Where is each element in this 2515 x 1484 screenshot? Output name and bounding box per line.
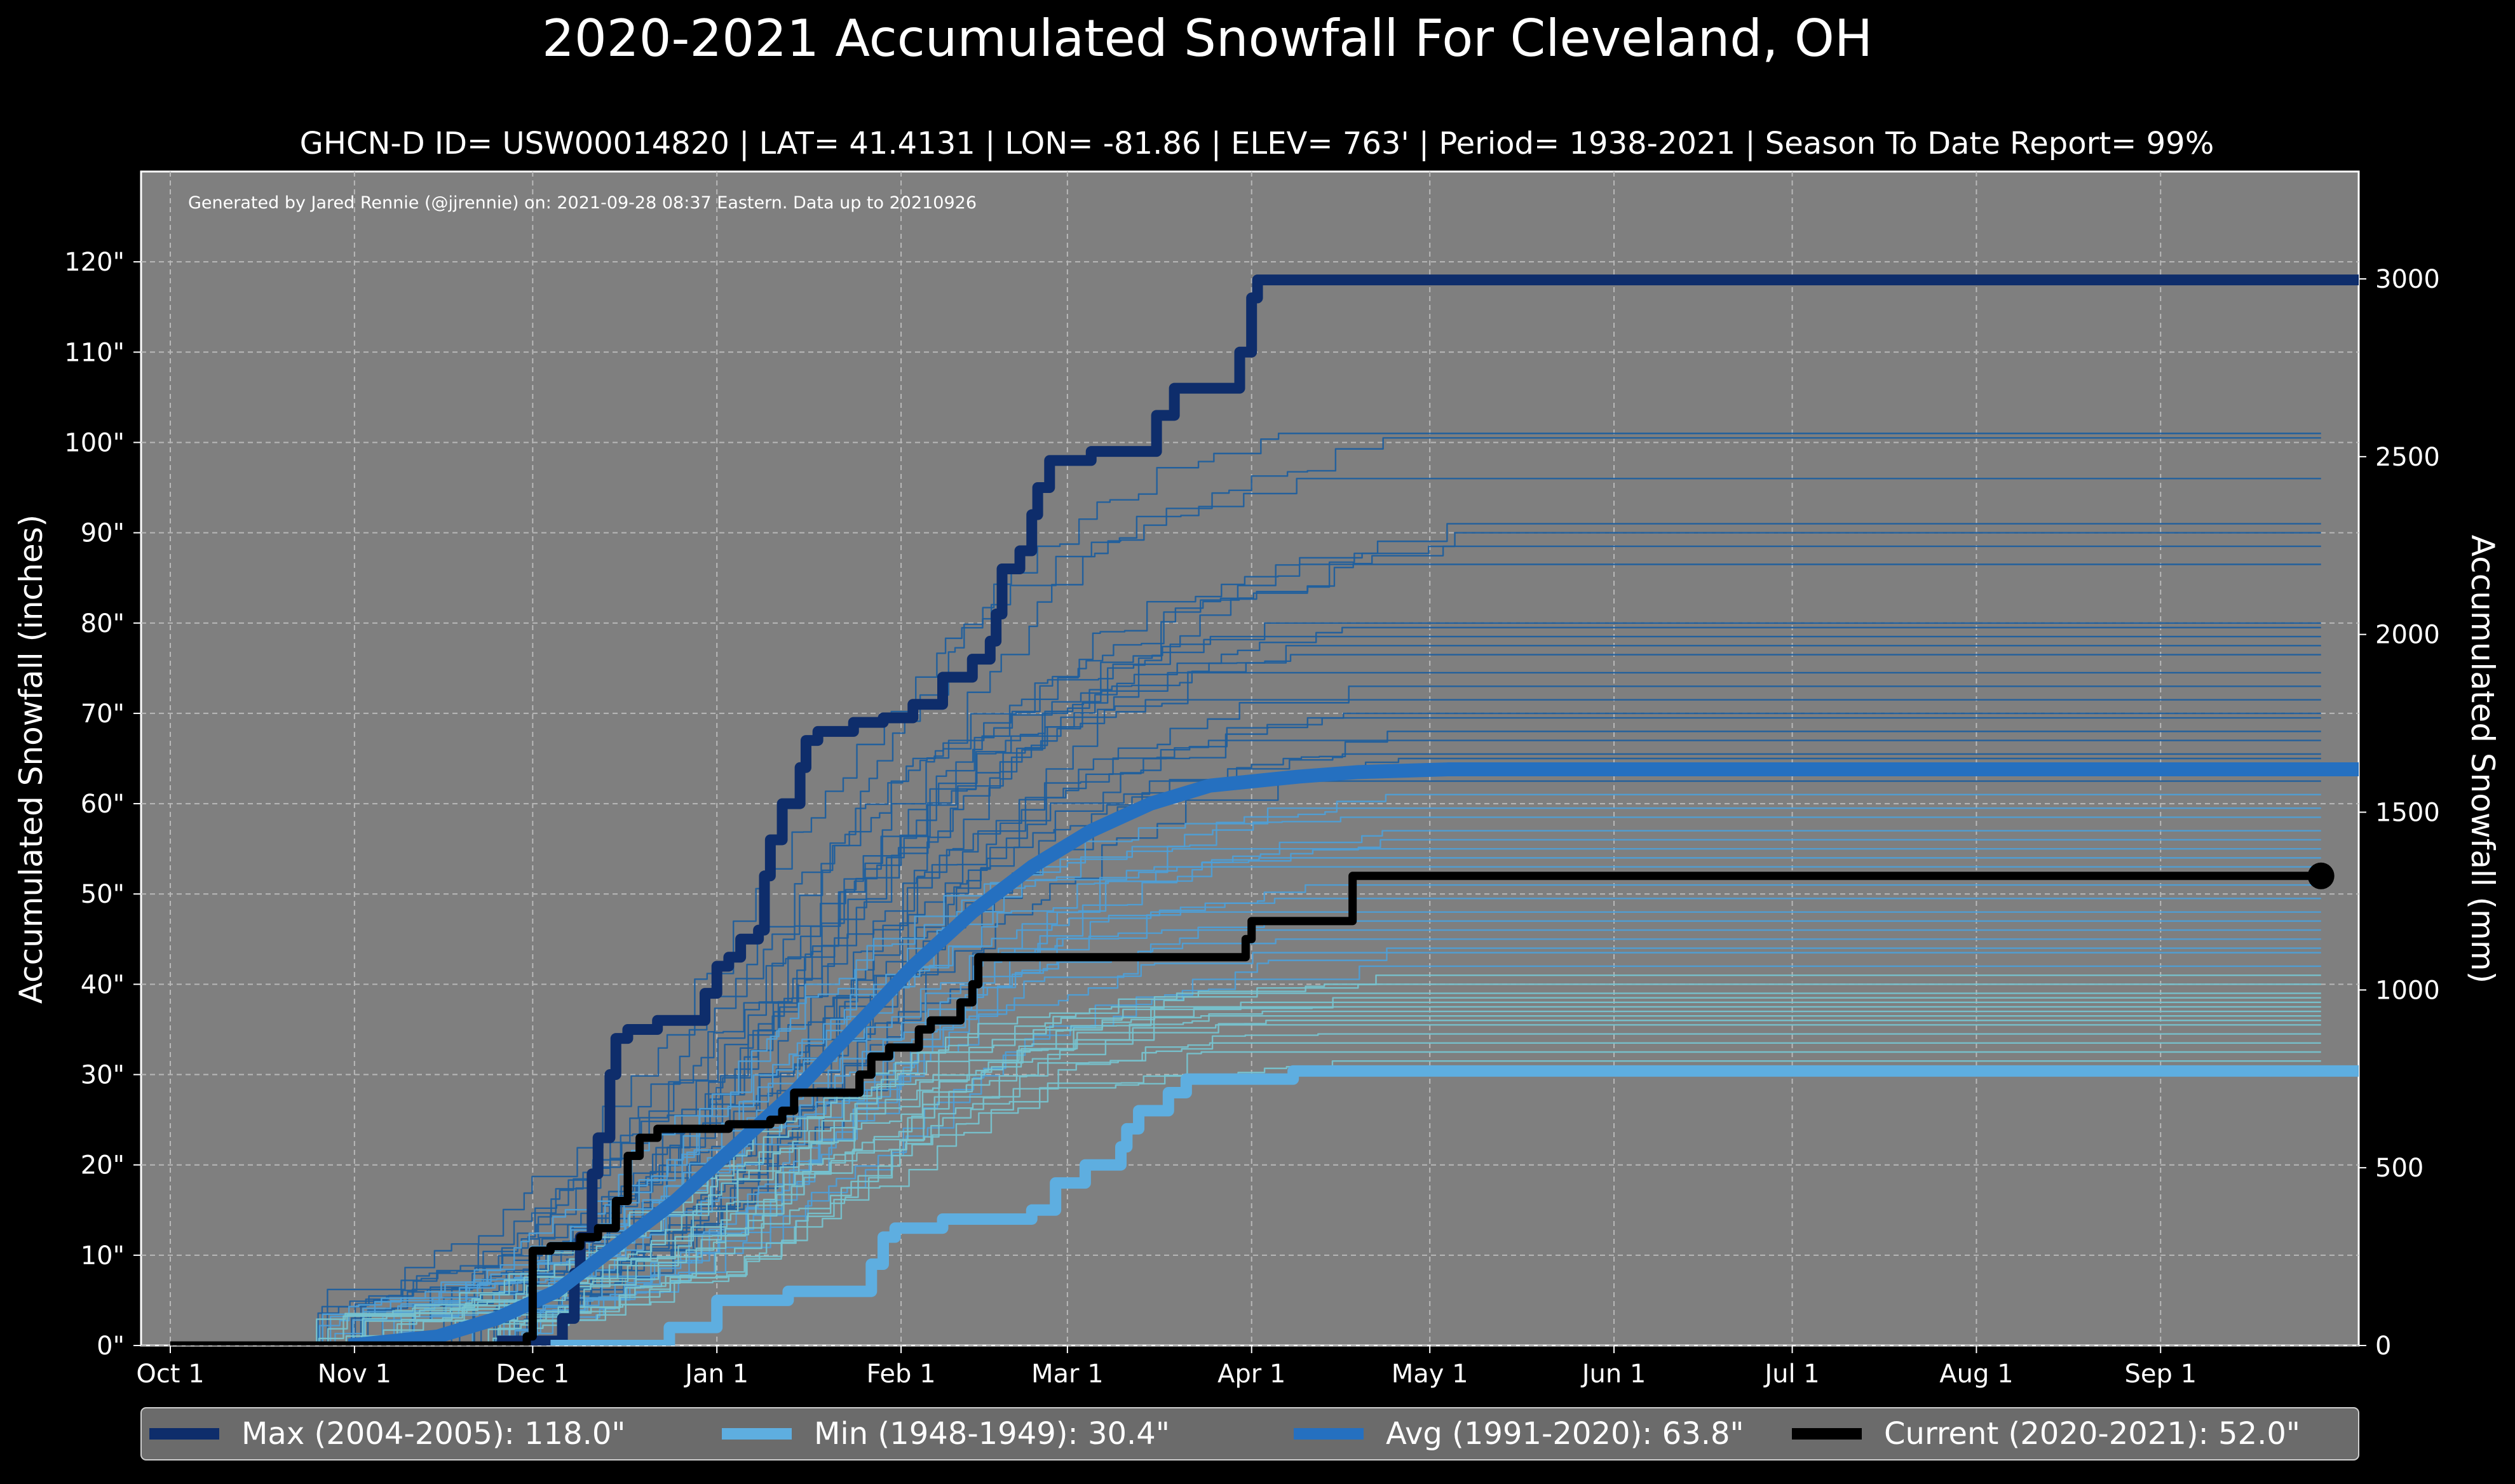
historical-season-line bbox=[170, 478, 2321, 1346]
historical-season-lines bbox=[170, 433, 2321, 1346]
historical-season-line bbox=[170, 816, 2321, 1346]
y-right-tick-label: 2500 bbox=[2375, 443, 2440, 472]
legend-label: Avg (1991-2020): 63.8" bbox=[1386, 1416, 1744, 1452]
chart-subtitle: GHCN-D ID= USW00014820 | LAT= 41.4131 | … bbox=[300, 126, 2214, 161]
historical-season-line bbox=[170, 992, 2321, 1346]
historical-season-line bbox=[170, 731, 2321, 1346]
y-right-tick-label: 3000 bbox=[2375, 265, 2440, 294]
y-axis-left-label: Accumulated Snowfall (inches) bbox=[13, 515, 50, 1004]
x-tick-label: Sep 1 bbox=[2124, 1359, 2197, 1389]
historical-season-line bbox=[170, 1015, 2321, 1346]
y-left-tick-label: 60" bbox=[81, 790, 125, 819]
y-left-tick-label: 120" bbox=[64, 248, 125, 277]
historical-season-line bbox=[170, 712, 2321, 1346]
historical-season-line bbox=[170, 911, 2321, 1346]
y-right-tick-label: 2000 bbox=[2375, 621, 2440, 650]
historical-season-line bbox=[170, 952, 2321, 1346]
historical-season-line bbox=[170, 757, 2321, 1346]
x-tick-label: Jan 1 bbox=[683, 1359, 749, 1389]
historical-season-line bbox=[170, 1024, 2321, 1346]
x-tick-label: Dec 1 bbox=[496, 1359, 570, 1389]
y-left-tick-label: 40" bbox=[81, 970, 125, 999]
y-left-tick-label: 0" bbox=[97, 1332, 125, 1361]
y-axis-right-ticks: 0 500 1000 1500 2000 2500 3000 bbox=[2359, 265, 2440, 1361]
x-tick-label: Oct 1 bbox=[136, 1359, 204, 1389]
legend-label: Max (2004-2005): 118.0" bbox=[241, 1416, 626, 1452]
y-right-tick-label: 500 bbox=[2375, 1154, 2423, 1183]
y-right-tick-label: 1500 bbox=[2375, 799, 2440, 828]
x-tick-label: May 1 bbox=[1392, 1359, 1468, 1389]
historical-season-line bbox=[170, 739, 2321, 1346]
x-tick-label: Aug 1 bbox=[1939, 1359, 2013, 1389]
series-line-avg bbox=[348, 762, 2359, 1346]
x-tick-label: Jul 1 bbox=[1763, 1359, 1819, 1389]
y-axis-right-label: Accumulated Snowfall (mm) bbox=[2464, 535, 2501, 983]
y-left-tick-label: 50" bbox=[81, 880, 125, 909]
y-right-tick-label: 1000 bbox=[2375, 976, 2440, 1005]
y-left-tick-label: 90" bbox=[81, 519, 125, 548]
x-tick-label: Mar 1 bbox=[1031, 1359, 1104, 1389]
chart-title: 2020-2021 Accumulated Snowfall For Cleve… bbox=[542, 9, 1873, 68]
historical-season-line bbox=[170, 1042, 2321, 1346]
historical-season-line bbox=[170, 866, 2321, 1346]
historical-season-line bbox=[170, 671, 2321, 1346]
y-left-tick-label: 30" bbox=[81, 1061, 125, 1090]
historical-season-line bbox=[170, 699, 2321, 1346]
series-line-max bbox=[497, 274, 2359, 1346]
historical-season-line bbox=[170, 947, 2321, 1346]
y-left-tick-label: 100" bbox=[64, 428, 125, 457]
x-tick-label: Apr 1 bbox=[1217, 1359, 1285, 1389]
historical-season-line bbox=[170, 983, 2321, 1346]
y-axis-left-ticks: 0" 10" 20" 30" 40" 50" 60" 70" 80" 90" 100" 110" 120… bbox=[64, 248, 141, 1361]
credit-text: Generated by Jared Rennie (@jjrennie) on… bbox=[188, 193, 977, 213]
historical-season-line bbox=[170, 532, 2321, 1346]
historical-season-line bbox=[170, 626, 2321, 1346]
series-line-current bbox=[170, 872, 2321, 1346]
y-left-tick-label: 10" bbox=[81, 1241, 125, 1271]
x-tick-label: Nov 1 bbox=[318, 1359, 391, 1389]
historical-season-line bbox=[170, 1051, 2321, 1346]
legend-label: Current (2020-2021): 52.0" bbox=[1884, 1416, 2300, 1452]
x-tick-label: Feb 1 bbox=[867, 1359, 936, 1389]
historical-season-line bbox=[170, 1033, 2321, 1346]
y-left-tick-label: 80" bbox=[81, 609, 125, 638]
legend: Max (2004-2005): 118.0" Min (1948-1949): … bbox=[140, 1407, 2359, 1460]
y-left-tick-label: 70" bbox=[81, 699, 125, 729]
historical-season-line bbox=[170, 635, 2321, 1346]
legend-label: Min (1948-1949): 30.4" bbox=[814, 1416, 1170, 1452]
historical-season-line bbox=[170, 1060, 2321, 1346]
x-tick-label: Jun 1 bbox=[1580, 1359, 1646, 1389]
historical-season-line bbox=[170, 1020, 2321, 1346]
x-axis-ticks: Oct 1 Nov 1 Dec 1 Jan 1 Feb 1 Mar 1 Apr 1 May 1… bbox=[136, 1346, 2197, 1389]
legend-box bbox=[140, 1407, 2359, 1460]
y-left-tick-label: 20" bbox=[81, 1151, 125, 1180]
series-line-min bbox=[550, 1065, 2359, 1346]
highlight-series-lines bbox=[170, 274, 2359, 1346]
y-left-tick-label: 110" bbox=[64, 338, 125, 367]
y-right-tick-label: 0 bbox=[2375, 1332, 2391, 1361]
current-endpoint-marker bbox=[2307, 862, 2335, 889]
